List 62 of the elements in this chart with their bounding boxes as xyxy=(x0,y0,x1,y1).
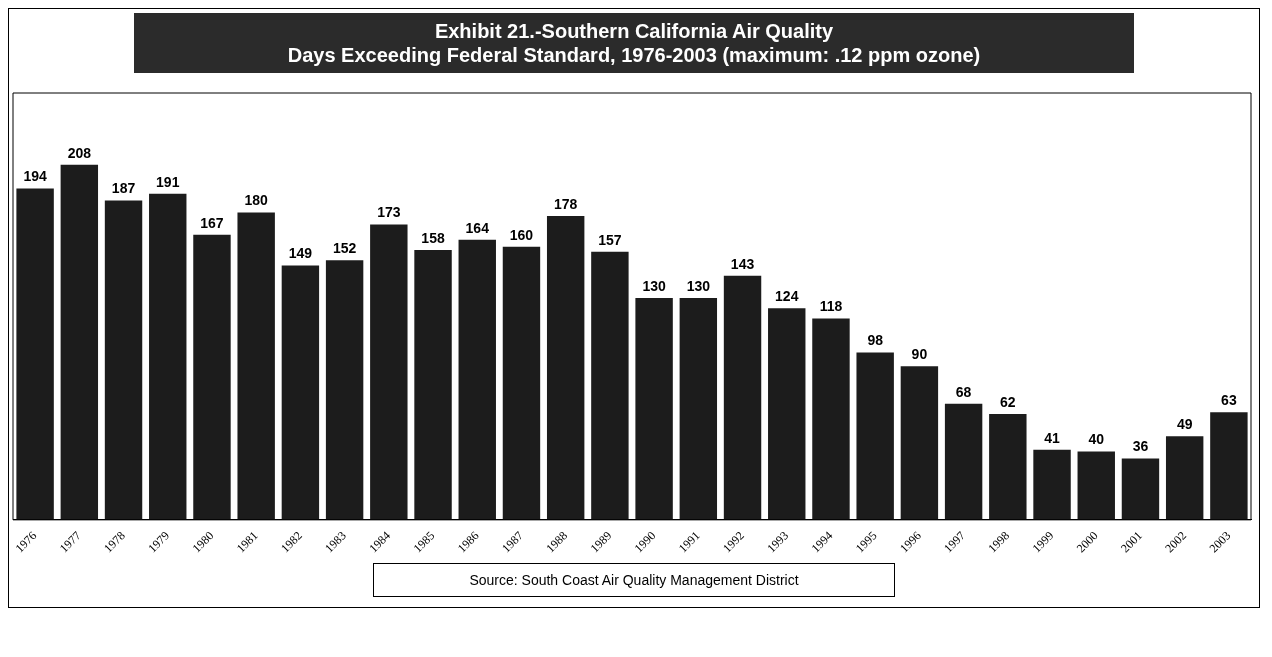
data-label: 208 xyxy=(67,144,92,161)
data-label: 178 xyxy=(554,195,578,212)
bar xyxy=(325,260,364,520)
data-label: 98 xyxy=(867,332,884,349)
data-label: 191 xyxy=(156,173,180,190)
data-label: 157 xyxy=(598,231,622,248)
data-label: 63 xyxy=(1221,392,1237,409)
data-label: 164 xyxy=(465,219,490,236)
bar xyxy=(1077,451,1115,520)
bar xyxy=(1033,449,1071,520)
bar xyxy=(414,250,452,520)
bar xyxy=(1121,458,1160,520)
bar xyxy=(60,164,99,520)
chart-title: Exhibit 21.-Southern California Air Quality Days Exceeding Federal Standard, 1976-2003 (maximum: .12 ppm ozone) xyxy=(286,19,982,67)
bar xyxy=(768,308,806,520)
data-label: 143 xyxy=(730,255,755,272)
bar xyxy=(104,200,143,520)
data-label: 158 xyxy=(421,229,445,246)
bar xyxy=(944,403,983,520)
bar xyxy=(900,366,939,520)
data-label: 173 xyxy=(377,204,401,221)
data-label: 152 xyxy=(332,240,357,257)
data-label: 180 xyxy=(244,192,269,209)
bar xyxy=(679,297,718,520)
bar xyxy=(1165,436,1204,520)
x-tick-label: 1980 xyxy=(189,528,217,556)
bar xyxy=(546,215,585,520)
bar xyxy=(281,265,320,520)
bar xyxy=(591,251,629,520)
data-label: 130 xyxy=(642,277,666,294)
bar xyxy=(723,275,762,520)
data-label: 41 xyxy=(1044,429,1061,446)
x-tick-label: 1999 xyxy=(1029,528,1057,556)
bar xyxy=(635,297,673,520)
data-label: 194 xyxy=(23,168,47,185)
data-label: 187 xyxy=(111,180,136,197)
data-label: 118 xyxy=(819,298,843,315)
data-label: 149 xyxy=(288,245,313,262)
data-label: 167 xyxy=(200,214,224,231)
bar xyxy=(193,234,231,520)
data-label: 130 xyxy=(686,277,711,294)
data-label: 68 xyxy=(955,383,972,400)
data-label: 90 xyxy=(911,346,928,363)
data-label: 160 xyxy=(509,226,534,243)
bar xyxy=(856,352,894,520)
bar xyxy=(16,188,54,520)
bar xyxy=(370,224,408,520)
x-tick-label: 1989 xyxy=(587,528,615,556)
data-label: 49 xyxy=(1176,416,1193,433)
bar xyxy=(149,193,187,520)
bar xyxy=(237,212,275,520)
data-label: 124 xyxy=(775,287,799,304)
data-label: 36 xyxy=(1132,438,1149,455)
source-note: Source: South Coast Air Quality Management District xyxy=(373,563,895,597)
data-label: 40 xyxy=(1088,431,1105,448)
bar xyxy=(812,318,850,520)
bar xyxy=(502,246,541,520)
bar xyxy=(458,239,496,520)
bar xyxy=(989,413,1027,520)
data-label: 62 xyxy=(1000,393,1016,410)
x-tick-label: 1990 xyxy=(631,528,659,556)
bar xyxy=(1210,412,1248,520)
